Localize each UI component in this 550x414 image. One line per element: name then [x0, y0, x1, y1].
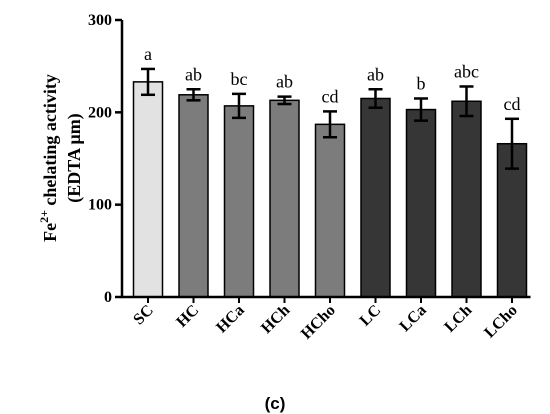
group-label-LCa: b — [417, 73, 426, 93]
x-tick-label-LC: LC — [357, 302, 385, 330]
group-label-HCa: bc — [231, 69, 248, 89]
bar-SC — [132, 81, 164, 298]
y-tick-label-100: 100 — [88, 197, 112, 214]
bar-LCa — [405, 108, 437, 298]
bar-HC — [178, 94, 209, 298]
group-label-HC: ab — [185, 64, 202, 84]
y-tick-label-200: 200 — [88, 104, 112, 121]
bar-HCh — [269, 99, 300, 298]
group-label-LC: ab — [367, 64, 384, 84]
y-tick-label-300: 300 — [88, 12, 112, 29]
y-axis-title-unit: (EDTA μm) — [64, 113, 85, 202]
group-label-SC: a — [144, 44, 152, 64]
svg-text:Fe2+ chelating activity: Fe2+ chelating activity — [37, 74, 60, 242]
y-axis-title-rest: chelating activity — [40, 74, 60, 210]
y-axis-title-fe: Fe — [40, 223, 60, 242]
y-axis-title: Fe2+ chelating activity (EDTA μm) — [37, 74, 85, 242]
x-tick-label-HCa: HCa — [213, 302, 248, 337]
bar-LC — [360, 97, 391, 298]
x-tick-label-HC: HC — [173, 302, 202, 331]
figure-caption: (c) — [265, 394, 286, 413]
group-label-HCho: cd — [322, 86, 339, 106]
x-tick-label-LCa: LCa — [396, 302, 429, 335]
group-label-LCho: cd — [504, 94, 521, 114]
bar-HCa — [223, 105, 255, 298]
x-tick-label-HCho: HCho — [298, 302, 339, 343]
group-label-HCh: ab — [276, 72, 293, 92]
y-axis-title-sup: 2+ — [37, 210, 51, 223]
y-tick-label-0: 0 — [104, 289, 112, 306]
bar-HCho — [314, 123, 346, 298]
bar-LCh — [451, 100, 482, 298]
x-tick-label-SC: SC — [130, 302, 156, 328]
x-tick-label-LCh: LCh — [441, 302, 475, 336]
plot-area: a SC ab HC bc HCa ab HCh cd HCho ab LC b LCa abc LCh cd L… — [88, 12, 531, 343]
x-tick-label-LCho: LCho — [481, 302, 521, 342]
group-label-LCh: abc — [454, 61, 479, 81]
x-tick-label-HCh: HCh — [258, 302, 293, 337]
